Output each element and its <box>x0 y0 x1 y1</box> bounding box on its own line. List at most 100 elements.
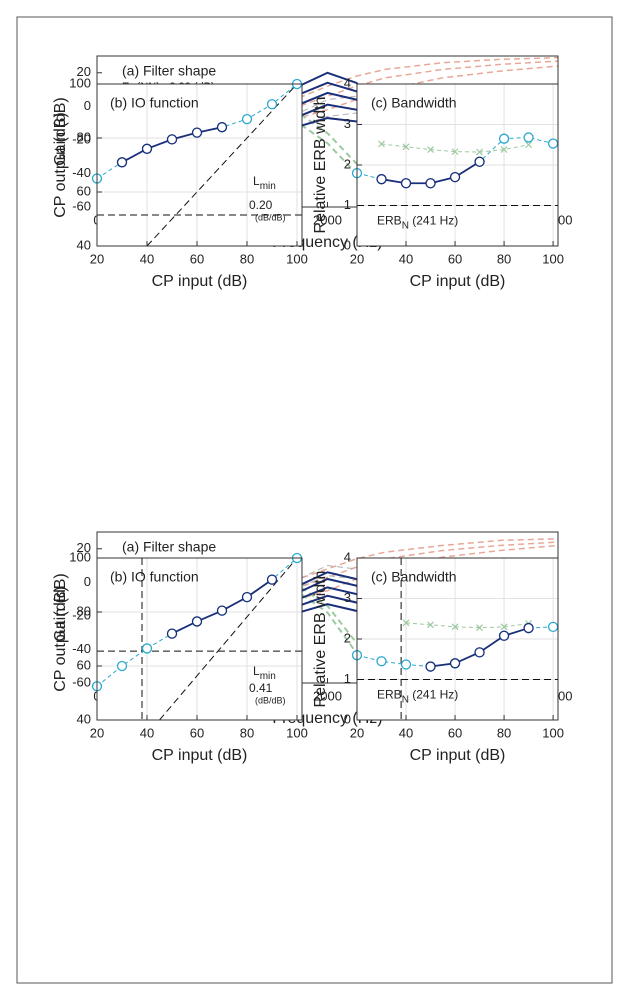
plot-frame <box>96 557 303 721</box>
slope-value: 0.41 <box>249 681 273 695</box>
marker <box>216 122 228 133</box>
figure-border <box>16 16 613 984</box>
lmin-main: L <box>253 664 260 678</box>
marker <box>266 99 278 110</box>
panel-title: (b) IO function <box>110 569 199 585</box>
x-tick-label: 20 <box>350 725 364 740</box>
erb-label: ERBN (241 Hz) <box>377 214 458 231</box>
marker <box>141 643 153 654</box>
marker <box>216 605 228 616</box>
y-tick-label: 60 <box>77 657 91 672</box>
marker <box>425 178 436 189</box>
lmin-label: Lmin <box>253 664 276 681</box>
marker <box>451 148 459 156</box>
marker <box>476 624 483 632</box>
y-tick-label: 4 <box>344 75 351 90</box>
marker <box>523 132 534 143</box>
marker <box>400 178 412 189</box>
marker <box>116 660 128 672</box>
marker <box>402 143 410 151</box>
y-tick-label: 40 <box>77 711 91 726</box>
marker <box>425 661 436 672</box>
x-tick-label: 60 <box>190 251 204 266</box>
marker <box>474 156 485 167</box>
y-tick-label: -20 <box>72 607 91 622</box>
x-axis-label: CP input (dB) <box>152 273 248 290</box>
y-tick-label: 2 <box>344 156 351 171</box>
reference-line <box>159 558 298 720</box>
marker <box>523 622 534 634</box>
x-axis-label: CP input (dB) <box>410 747 506 764</box>
marker <box>498 133 510 144</box>
panel-title: (c) Bandwidth <box>371 95 457 111</box>
marker <box>241 113 253 125</box>
y-axis-label: CP output (dB) <box>52 112 69 218</box>
y-tick-label: 0 <box>344 237 351 252</box>
marker <box>547 621 559 632</box>
marker <box>525 141 533 149</box>
erb-rest: (241 Hz) <box>409 688 458 702</box>
lmin-sub: min <box>260 671 276 682</box>
plot-area <box>97 558 302 720</box>
marker <box>376 174 387 185</box>
y-tick-label: -40 <box>72 641 91 656</box>
marker <box>400 659 412 670</box>
x-tick-label: 80 <box>240 725 254 740</box>
marker <box>376 656 387 667</box>
y-tick-label: 40 <box>77 237 91 252</box>
x-tick-label: 100 <box>286 251 308 266</box>
marker <box>402 619 410 627</box>
y-tick-label: 3 <box>344 590 351 605</box>
x-tick-label: 60 <box>190 725 204 740</box>
y-tick-label: 80 <box>77 603 91 618</box>
y-tick-label: -60 <box>72 198 91 213</box>
y-tick-label: 0 <box>344 711 351 726</box>
slope-unit: (dB/dB) <box>255 212 286 222</box>
y-tick-label: 80 <box>77 129 91 144</box>
marker <box>191 127 203 138</box>
marker <box>500 146 508 154</box>
lmin-main: L <box>253 174 260 188</box>
x-tick-label: 80 <box>240 251 254 266</box>
series-line <box>97 541 558 624</box>
slope-unit: (dB/dB) <box>255 695 286 705</box>
x-tick-label: 40 <box>399 725 413 740</box>
x-tick-label: 40 <box>140 251 154 266</box>
erb-label: ERBN (241 Hz) <box>377 688 458 705</box>
y-tick-label: 0 <box>84 98 91 113</box>
lmin-label: Lmin <box>253 174 276 191</box>
y-axis-label: Gain (dB) <box>52 573 69 641</box>
series-line <box>97 56 558 155</box>
reference-line <box>146 84 298 246</box>
erb-main: ERB <box>377 214 402 228</box>
x-tick-label: 100 <box>542 251 564 266</box>
marker <box>547 138 559 149</box>
y-tick-label: 2 <box>344 630 351 645</box>
panel-title: (c) Bandwidth <box>371 569 457 585</box>
y-tick-label: -60 <box>72 674 91 689</box>
plot-frame <box>356 83 559 247</box>
series-line <box>97 65 558 158</box>
plot-area <box>97 84 302 246</box>
marker <box>449 658 461 669</box>
y-tick-label: 3 <box>344 116 351 131</box>
y-tick-label: 4 <box>344 549 351 564</box>
marker <box>476 148 483 156</box>
x-axis-label: CP input (dB) <box>152 747 248 764</box>
panel-title: (a) Filter shape <box>122 539 216 555</box>
series-line <box>97 565 501 681</box>
y-tick-label: 100 <box>69 75 91 90</box>
series-line <box>97 537 558 620</box>
marker <box>166 628 178 639</box>
marker <box>166 134 178 145</box>
marker <box>500 623 508 631</box>
x-axis-label: CP input (dB) <box>410 273 506 290</box>
marker <box>266 574 278 585</box>
marker <box>498 630 510 641</box>
marker <box>474 647 485 658</box>
x-tick-label: 40 <box>399 251 413 266</box>
y-axis-label: Relative ERB width <box>312 571 329 708</box>
erb-sub: N <box>402 694 409 705</box>
y-tick-label: 1 <box>344 671 351 686</box>
